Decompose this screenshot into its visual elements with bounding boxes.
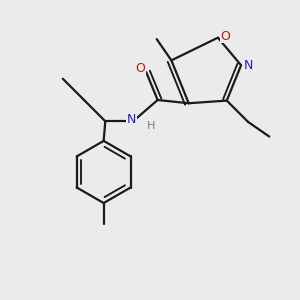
Text: N: N: [127, 113, 136, 126]
Text: O: O: [220, 29, 230, 43]
Text: N: N: [244, 59, 253, 72]
Text: H: H: [147, 121, 155, 131]
Text: O: O: [135, 62, 145, 75]
